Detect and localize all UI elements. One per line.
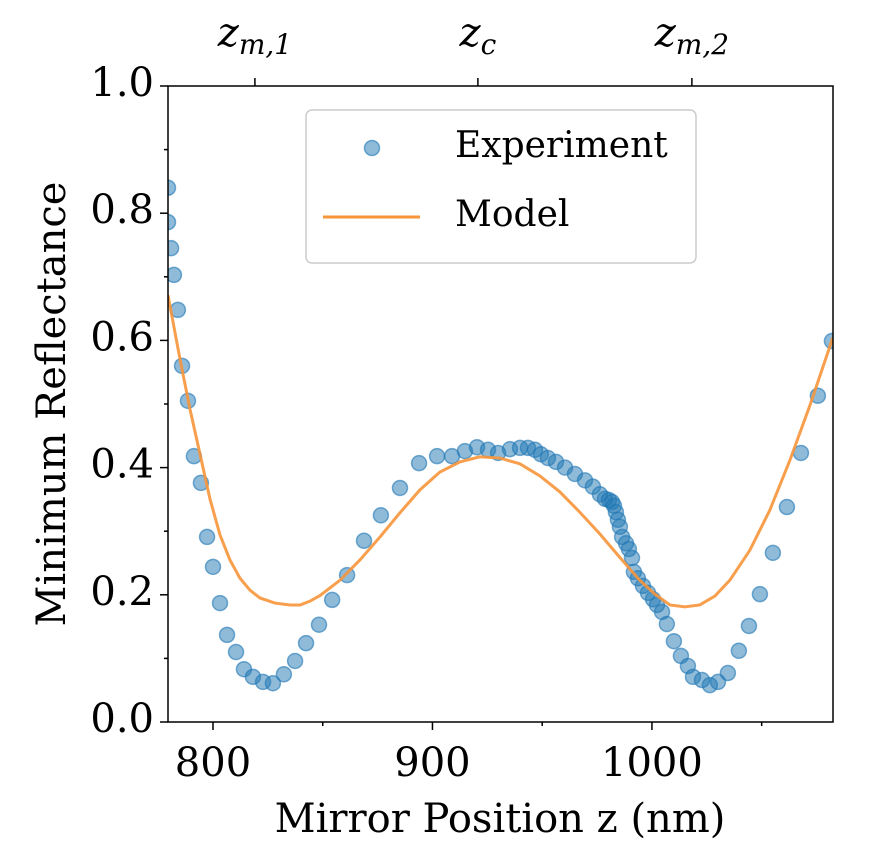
y-tick-label: 1.0 [90,60,154,106]
data-point [751,585,769,603]
data-point [764,544,782,562]
top-tick-subscript: c [481,28,497,61]
legend-marker [363,139,381,157]
data-point [665,632,683,650]
legend-label: Model [455,194,569,235]
data-point [168,266,183,284]
model-line [168,294,833,609]
data-point [740,617,758,635]
top-tick-subscript: m,2 [676,28,729,61]
y-tick-label: 0.6 [90,314,154,360]
data-point [410,454,428,472]
data-point [719,664,737,682]
data-point [168,179,177,197]
x-axis-label: Mirror Position z (nm) [275,796,726,842]
data-point [323,591,341,609]
top-tick-symbol: z [217,10,240,56]
legend-label: Experiment [455,125,668,166]
y-tick-label: 0.2 [90,569,154,615]
data-point [264,674,282,692]
data-point [211,594,229,612]
data-point [355,532,373,549]
top-tick-label: zm,1 [217,10,292,61]
data-point [275,666,293,683]
top-tick-subscript: m,1 [239,28,292,61]
x-tick-label: 800 [175,740,251,786]
data-point [198,528,216,546]
data-point [372,507,390,524]
data-point [730,642,748,660]
y-tick-label: 0.4 [90,442,154,488]
data-point [286,652,304,670]
data-point [168,213,177,231]
data-point [227,643,245,661]
data-point [218,626,236,644]
data-point [778,498,796,516]
top-tick-symbol: z [654,10,677,56]
top-tick-label: zm,2 [654,10,729,61]
data-point [428,447,446,465]
y-tick-label: 0.8 [90,187,154,233]
x-tick-label: 1000 [601,740,703,786]
legend-box [305,109,697,264]
data-point [204,558,222,576]
data-point [310,616,328,633]
data-point [658,615,676,633]
top-tick-label: zc [459,10,497,61]
y-tick-label: 0.0 [90,696,154,742]
x-tick-label: 900 [394,740,470,786]
data-point [168,239,180,257]
top-tick-symbol: z [459,10,482,56]
data-point [391,479,409,497]
data-point [297,634,315,652]
series-line [168,294,833,609]
y-axis-label: Minimum Reflectance [29,182,75,627]
